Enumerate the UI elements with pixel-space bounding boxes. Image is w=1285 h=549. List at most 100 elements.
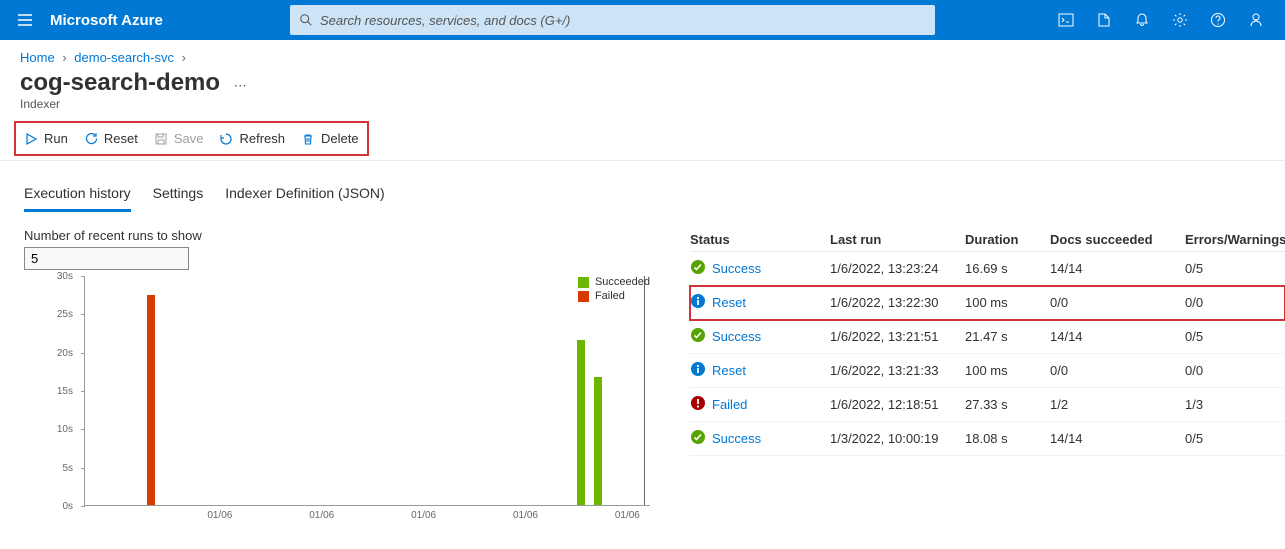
refresh-icon bbox=[219, 132, 233, 146]
help-icon[interactable] bbox=[1209, 11, 1227, 29]
status-cell: Failed bbox=[690, 395, 830, 414]
refresh-button[interactable]: Refresh bbox=[219, 131, 285, 146]
x-tick-label: 01/06 bbox=[309, 510, 334, 521]
status-link[interactable]: Success bbox=[712, 329, 761, 344]
table-row[interactable]: Success 1/6/2022, 13:21:5121.47 s14/140/5 bbox=[690, 320, 1285, 354]
chart-legend: SucceededFailed bbox=[578, 276, 650, 304]
settings-icon[interactable] bbox=[1171, 11, 1189, 29]
errors-cell: 0/0 bbox=[1185, 295, 1285, 310]
search-input[interactable] bbox=[314, 13, 927, 28]
docs-cell: 14/14 bbox=[1050, 431, 1185, 446]
y-tick-label: 25s bbox=[57, 309, 73, 320]
tabs: Execution history Settings Indexer Defin… bbox=[0, 161, 1285, 212]
docs-cell: 1/2 bbox=[1050, 397, 1185, 412]
feedback-icon[interactable] bbox=[1247, 11, 1265, 29]
directories-icon[interactable] bbox=[1095, 11, 1113, 29]
save-button: Save bbox=[154, 131, 204, 146]
reset-icon bbox=[84, 132, 98, 146]
chart-bar[interactable] bbox=[147, 295, 155, 505]
table-row[interactable]: Reset1/6/2022, 13:22:30100 ms0/00/0 bbox=[690, 286, 1285, 320]
status-icon bbox=[690, 293, 706, 312]
runs-table: Status Last run Duration Docs succeeded … bbox=[690, 228, 1285, 456]
status-link[interactable]: Success bbox=[712, 431, 761, 446]
y-tick-label: 5s bbox=[62, 463, 73, 474]
x-tick-label: 01/06 bbox=[513, 510, 538, 521]
docs-cell: 14/14 bbox=[1050, 329, 1185, 344]
brand-label[interactable]: Microsoft Azure bbox=[40, 12, 260, 29]
y-tick-label: 20s bbox=[57, 348, 73, 359]
lastrun-cell: 1/3/2022, 10:00:19 bbox=[830, 431, 965, 446]
status-link[interactable]: Success bbox=[712, 261, 761, 276]
errors-cell: 0/5 bbox=[1185, 329, 1285, 344]
play-icon bbox=[24, 132, 38, 146]
status-icon bbox=[690, 361, 706, 380]
azure-topbar: Microsoft Azure bbox=[0, 0, 1285, 40]
status-cell: Success bbox=[690, 327, 830, 346]
x-tick-label: 01/06 bbox=[411, 510, 436, 521]
hamburger-icon[interactable] bbox=[10, 12, 40, 28]
topbar-icons bbox=[1057, 11, 1275, 29]
docs-cell: 14/14 bbox=[1050, 261, 1185, 276]
cloudshell-icon[interactable] bbox=[1057, 11, 1075, 29]
status-icon bbox=[690, 395, 706, 414]
runs-input[interactable] bbox=[24, 247, 189, 270]
duration-cell: 100 ms bbox=[965, 295, 1050, 310]
table-row[interactable]: Success1/6/2022, 13:23:2416.69 s14/140/5 bbox=[690, 252, 1285, 286]
lastrun-cell: 1/6/2022, 13:23:24 bbox=[830, 261, 965, 276]
chart-bar[interactable] bbox=[577, 340, 585, 505]
table-row[interactable]: Failed 1/6/2022, 12:18:5127.33 s1/21/3 bbox=[690, 388, 1285, 422]
trash-icon bbox=[301, 132, 315, 146]
table-header: Status Last run Duration Docs succeeded … bbox=[690, 228, 1285, 252]
duration-cell: 27.33 s bbox=[965, 397, 1050, 412]
more-icon[interactable]: ⋯ bbox=[224, 78, 248, 93]
lastrun-cell: 1/6/2022, 13:21:51 bbox=[830, 329, 965, 344]
table-row[interactable]: Success 1/3/2022, 10:00:1918.08 s14/140/5 bbox=[690, 422, 1285, 456]
command-bar: Run Reset Save Refresh Delete bbox=[14, 121, 369, 156]
duration-cell: 21.47 s bbox=[965, 329, 1050, 344]
status-link[interactable]: Failed bbox=[712, 397, 747, 412]
breadcrumb: Home › demo-search-svc › bbox=[0, 40, 1285, 65]
notifications-icon[interactable] bbox=[1133, 11, 1151, 29]
status-link[interactable]: Reset bbox=[712, 295, 746, 310]
runs-label: Number of recent runs to show bbox=[24, 228, 650, 247]
lastrun-cell: 1/6/2022, 13:22:30 bbox=[830, 295, 965, 310]
errors-cell: 0/5 bbox=[1185, 431, 1285, 446]
status-icon bbox=[690, 429, 706, 448]
status-cell: Reset bbox=[690, 293, 830, 312]
tab-execution-history[interactable]: Execution history bbox=[24, 185, 131, 212]
delete-button[interactable]: Delete bbox=[301, 131, 359, 146]
breadcrumb-home[interactable]: Home bbox=[20, 50, 55, 65]
status-cell: Success bbox=[690, 429, 830, 448]
tab-settings[interactable]: Settings bbox=[153, 185, 204, 212]
y-tick-label: 15s bbox=[57, 386, 73, 397]
search-icon bbox=[298, 13, 314, 27]
x-tick-label: 01/06 bbox=[615, 510, 640, 521]
duration-cell: 18.08 s bbox=[965, 431, 1050, 446]
legend-item: Failed bbox=[578, 290, 650, 304]
y-tick-label: 10s bbox=[57, 424, 73, 435]
status-cell: Success bbox=[690, 259, 830, 278]
docs-cell: 0/0 bbox=[1050, 363, 1185, 378]
duration-cell: 100 ms bbox=[965, 363, 1050, 378]
y-tick-label: 30s bbox=[57, 271, 73, 282]
status-cell: Reset bbox=[690, 361, 830, 380]
status-icon bbox=[690, 259, 706, 278]
y-tick-label: 0s bbox=[62, 501, 73, 512]
duration-cell: 16.69 s bbox=[965, 261, 1050, 276]
errors-cell: 1/3 bbox=[1185, 397, 1285, 412]
status-icon bbox=[690, 327, 706, 346]
global-search[interactable] bbox=[290, 5, 935, 35]
status-link[interactable]: Reset bbox=[712, 363, 746, 378]
reset-button[interactable]: Reset bbox=[84, 131, 138, 146]
tab-indexer-definition[interactable]: Indexer Definition (JSON) bbox=[225, 185, 385, 212]
execution-chart: 0s5s10s15s20s25s30s 01/0601/0601/0601/06… bbox=[24, 276, 650, 526]
run-button[interactable]: Run bbox=[24, 131, 68, 146]
x-tick-label: 01/06 bbox=[207, 510, 232, 521]
page-subtitle: Indexer bbox=[20, 97, 1265, 111]
breadcrumb-service[interactable]: demo-search-svc bbox=[74, 50, 174, 65]
save-icon bbox=[154, 132, 168, 146]
chart-bar[interactable] bbox=[594, 377, 602, 505]
table-row[interactable]: Reset1/6/2022, 13:21:33100 ms0/00/0 bbox=[690, 354, 1285, 388]
lastrun-cell: 1/6/2022, 13:21:33 bbox=[830, 363, 965, 378]
lastrun-cell: 1/6/2022, 12:18:51 bbox=[830, 397, 965, 412]
